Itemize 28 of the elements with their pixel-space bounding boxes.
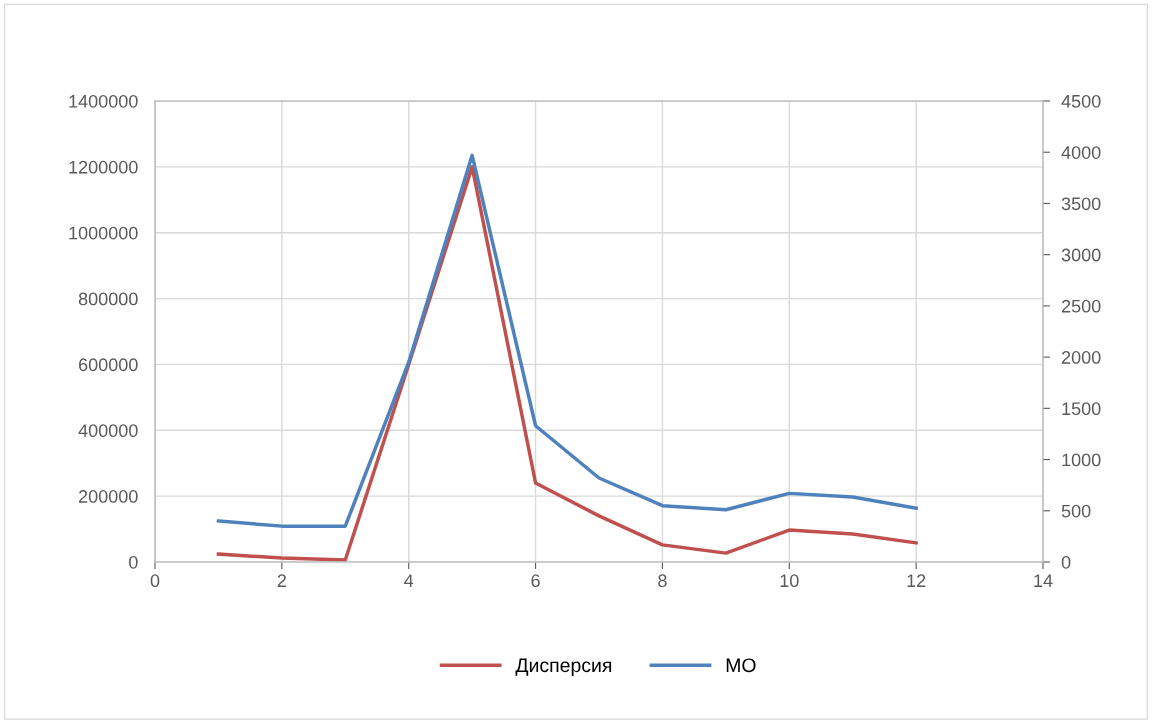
y2-tick-label: 4000 xyxy=(1061,146,1101,159)
y2-tick-label: 1500 xyxy=(1062,402,1101,416)
y-tick-label: 1400000 xyxy=(69,94,138,108)
y2-tick-label: 1000 xyxy=(1062,453,1101,467)
y2-tick-label: 2000 xyxy=(1061,351,1101,364)
legend-label: МО xyxy=(726,658,756,673)
y2-tick-label: 2500 xyxy=(1061,299,1101,313)
x-tick-label: 0 xyxy=(150,574,160,588)
y-tick-label: 800000 xyxy=(78,292,138,306)
y2-tick-label: 0 xyxy=(1061,555,1071,569)
x-tick-label: 6 xyxy=(531,574,540,588)
x-tick-label: 12 xyxy=(907,574,926,587)
y-tick-label: 600000 xyxy=(79,358,138,372)
y-tick-label: 0 xyxy=(129,555,138,569)
y-tick-label: 200000 xyxy=(79,490,138,503)
x-tick-label: 4 xyxy=(404,574,414,587)
x-tick-label: 8 xyxy=(658,574,667,588)
y-tick-label: 1200000 xyxy=(69,160,138,174)
legend-label: Дисперсия xyxy=(515,658,612,676)
x-tick-label: 10 xyxy=(780,574,799,588)
y-tick-label: 1000000 xyxy=(69,226,138,240)
y2-tick-label: 500 xyxy=(1061,504,1091,518)
y-tick-label: 400000 xyxy=(78,424,138,438)
x-tick-label: 14 xyxy=(1034,574,1053,587)
y2-tick-label: 3500 xyxy=(1061,197,1101,211)
y2-tick-label: 4500 xyxy=(1061,94,1101,108)
y2-tick-label: 3000 xyxy=(1061,248,1101,262)
x-tick-label: 2 xyxy=(277,574,286,587)
